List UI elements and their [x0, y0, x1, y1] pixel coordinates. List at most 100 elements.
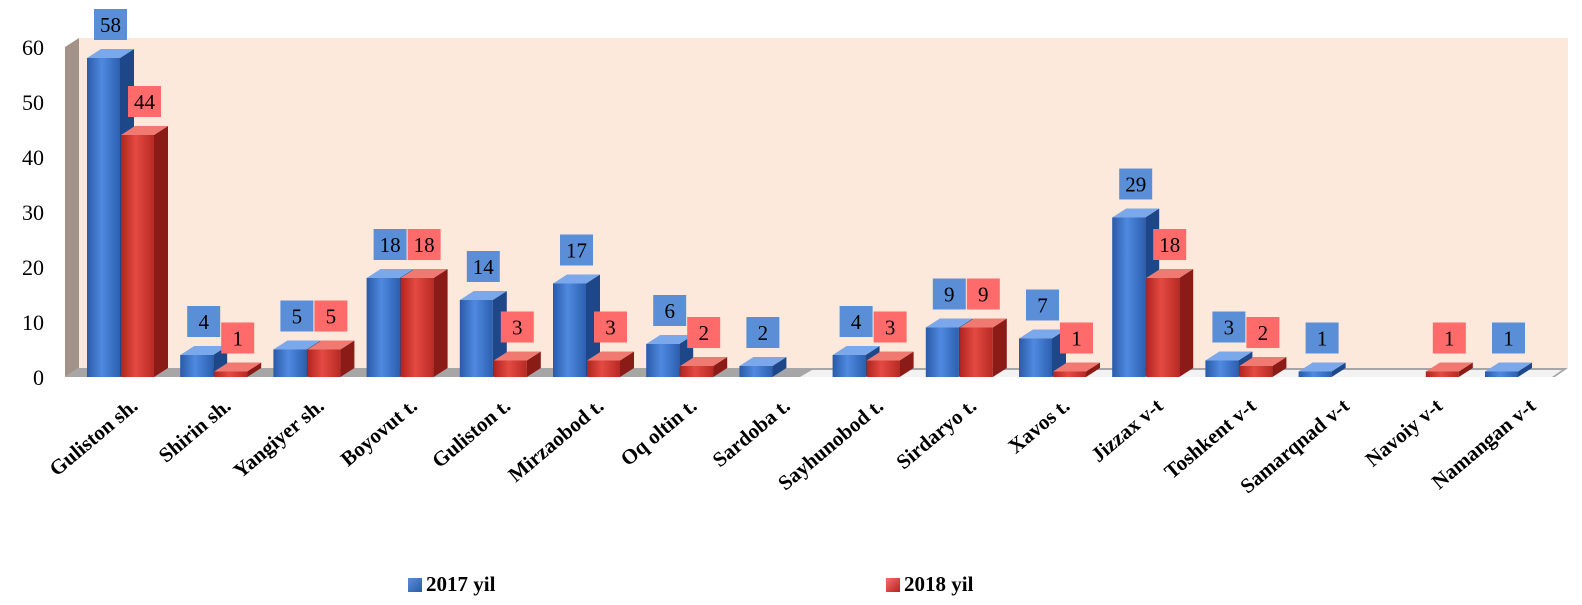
- bar-top: [553, 274, 600, 284]
- bar-top: [739, 357, 787, 366]
- bar-2018-0: [121, 126, 168, 377]
- bar-2017-7: [739, 357, 787, 377]
- data-label-text: 7: [1037, 294, 1048, 318]
- bar-front: [680, 366, 714, 377]
- data-label-2017-8: 4: [839, 306, 873, 337]
- bar-top: [1146, 269, 1194, 278]
- bar-front: [553, 283, 586, 377]
- bar-side: [992, 318, 1007, 377]
- data-label-box: [280, 300, 314, 332]
- bar-front: [739, 366, 773, 377]
- bar-top: [214, 362, 262, 372]
- data-label-2017-11: 29: [1119, 168, 1153, 200]
- data-label-text: 3: [512, 316, 523, 340]
- y-tick-label: 60: [22, 35, 44, 60]
- x-tick-label: Sirdaryo t.: [891, 393, 981, 474]
- bar-top: [273, 340, 321, 350]
- bar-side: [340, 340, 355, 377]
- data-label-text: 2: [698, 321, 709, 345]
- data-label-text: 5: [292, 305, 303, 329]
- bar-side: [1179, 269, 1194, 377]
- bar-top: [493, 351, 541, 361]
- bar-front: [1298, 371, 1332, 377]
- data-label-box: [1492, 322, 1525, 354]
- data-label-box: [187, 306, 221, 337]
- bar-top: [959, 318, 1007, 328]
- data-label-2017-15: 1: [1492, 322, 1525, 354]
- data-label-text: 17: [566, 239, 587, 263]
- bar-top: [121, 126, 168, 135]
- x-tick-label: Yangiyer sh.: [229, 393, 329, 482]
- bar-front: [866, 360, 900, 377]
- data-label-2017-7: 2: [746, 317, 780, 348]
- bar-front: [1425, 371, 1459, 377]
- bar-front: [459, 300, 493, 377]
- data-label-2018-0: 44: [128, 86, 161, 117]
- bar-side: [1518, 362, 1532, 377]
- data-label-2017-6: 6: [653, 295, 687, 326]
- bar-2018-14: [1425, 362, 1473, 377]
- bar-front: [493, 360, 527, 377]
- y-tick-label: 30: [22, 200, 44, 225]
- x-tick-label: Navoiy v-t: [1361, 393, 1447, 471]
- data-label-text: 44: [134, 90, 156, 114]
- bar-front: [307, 349, 341, 377]
- bar-front: [180, 355, 214, 377]
- data-label-text: 18: [1159, 233, 1180, 257]
- bar-front: [832, 355, 866, 377]
- data-label-2018-8: 3: [873, 311, 907, 343]
- data-label-2018-11: 18: [1153, 229, 1187, 260]
- bar-2018-9: [959, 318, 1007, 377]
- bar-2017-5: [553, 274, 600, 377]
- data-label-text: 5: [326, 305, 337, 329]
- bar-front: [366, 278, 400, 377]
- bar-side: [772, 357, 787, 377]
- data-label-2018-1: 1: [221, 322, 255, 354]
- bar-2017-9: [925, 318, 973, 377]
- data-label-2018-9: 9: [966, 278, 1000, 310]
- bar-2017-13: [1298, 362, 1346, 377]
- bar-front: [959, 327, 993, 377]
- bar-top: [925, 318, 973, 328]
- y-tick-label: 10: [22, 310, 44, 335]
- bar-top: [87, 49, 134, 58]
- data-label-box: [1432, 322, 1466, 354]
- data-label-text: 1: [1444, 327, 1455, 351]
- bar-2018-1: [214, 362, 262, 377]
- data-label-2017-3: 18: [373, 229, 407, 260]
- bar-top: [1425, 362, 1473, 372]
- back-wall: [79, 38, 1568, 368]
- data-label-text: 3: [885, 316, 896, 340]
- bar-front: [1239, 366, 1273, 377]
- data-label-box: [839, 306, 873, 337]
- bar-2018-4: [493, 351, 541, 377]
- bar-front: [587, 360, 620, 377]
- bar-top: [1485, 362, 1532, 372]
- data-label-box: [94, 9, 127, 40]
- data-label-2017-12: 3: [1212, 311, 1246, 343]
- bar-front: [273, 349, 307, 377]
- bar-top: [866, 351, 914, 361]
- y-tick-label: 20: [22, 255, 44, 280]
- bar-front: [121, 135, 154, 377]
- bar-front: [214, 371, 248, 377]
- data-label-text: 3: [605, 316, 616, 340]
- x-tick-label: Guliston t.: [427, 393, 515, 472]
- data-label-box: [560, 234, 593, 266]
- data-label-text: 1: [1503, 327, 1514, 351]
- legend-label-2017: 2017 yil: [426, 572, 496, 596]
- data-label-text: 4: [198, 310, 209, 334]
- bar-front: [1146, 278, 1180, 377]
- bar-2018-12: [1239, 357, 1287, 377]
- data-label-box: [1153, 229, 1187, 260]
- bar-2018-5: [587, 351, 634, 377]
- data-label-2017-5: 17: [560, 234, 593, 266]
- side-wall: [65, 38, 79, 377]
- bar-2018-11: [1146, 269, 1194, 377]
- data-label-2017-9: 9: [932, 278, 966, 310]
- data-label-text: 2: [758, 321, 769, 345]
- legend-item-2018: 2018 yil: [886, 572, 973, 597]
- data-label-2018-4: 3: [500, 311, 534, 343]
- bar-top: [180, 346, 228, 355]
